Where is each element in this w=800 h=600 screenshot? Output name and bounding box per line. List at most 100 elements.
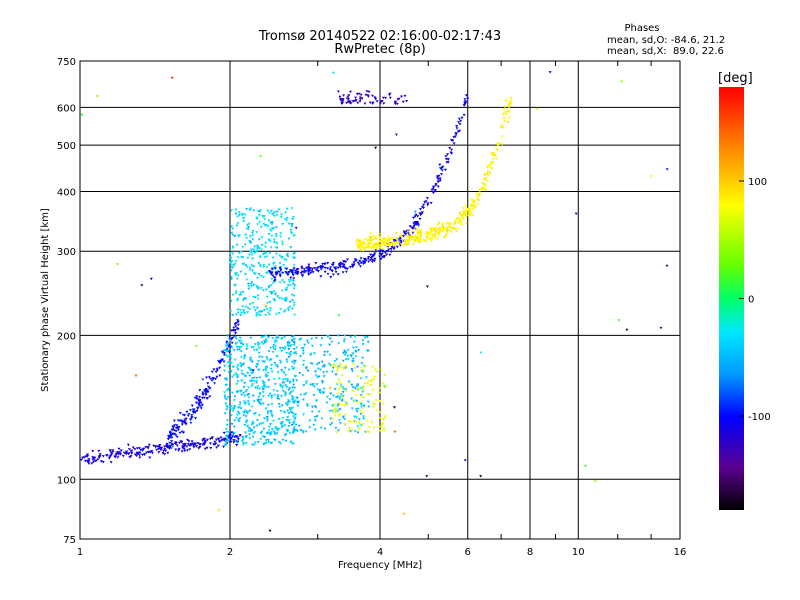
data-point <box>338 366 342 370</box>
data-point <box>404 241 408 245</box>
data-point <box>243 243 247 246</box>
data-point <box>378 102 382 105</box>
data-point <box>280 240 284 244</box>
data-point <box>413 228 417 232</box>
data-point <box>196 442 200 445</box>
data-point <box>327 362 331 366</box>
data-point <box>379 417 383 420</box>
data-point <box>250 443 254 447</box>
data-point <box>253 441 257 444</box>
data-point <box>263 218 267 221</box>
data-point <box>269 209 273 213</box>
data-point <box>248 379 252 383</box>
data-point <box>464 204 468 208</box>
data-point <box>341 351 345 355</box>
data-point <box>170 436 174 439</box>
data-point <box>345 402 348 405</box>
data-point <box>242 442 246 445</box>
data-point <box>230 329 234 332</box>
data-point <box>270 292 274 296</box>
data-point <box>266 412 270 415</box>
data-point <box>217 509 221 512</box>
data-point <box>363 257 367 261</box>
data-point <box>352 363 355 366</box>
data-point <box>266 271 270 274</box>
data-point <box>365 245 369 249</box>
data-point <box>140 284 144 287</box>
data-point <box>232 329 236 332</box>
data-point <box>432 233 436 236</box>
data-point <box>412 216 415 220</box>
data-point <box>365 90 369 93</box>
data-point <box>270 277 274 281</box>
data-point <box>258 355 261 359</box>
data-point <box>426 202 430 205</box>
data-point <box>444 233 448 237</box>
data-point <box>459 223 463 226</box>
data-point <box>191 408 195 411</box>
data-point <box>231 245 235 248</box>
data-point <box>416 240 420 243</box>
data-point <box>346 429 350 433</box>
data-point <box>293 418 297 421</box>
data-point <box>281 271 285 275</box>
data-point <box>272 241 276 244</box>
data-point <box>387 243 391 246</box>
data-point <box>251 377 254 380</box>
data-point <box>417 230 421 233</box>
data-point <box>328 353 332 357</box>
data-point <box>251 234 255 237</box>
data-point <box>247 402 251 406</box>
data-point <box>252 349 256 352</box>
data-point <box>257 368 260 372</box>
data-point <box>254 272 257 276</box>
data-point <box>344 389 348 393</box>
y-tick-label: 500 <box>57 141 76 152</box>
data-point <box>238 234 242 237</box>
data-point <box>233 358 237 362</box>
data-point <box>341 359 345 363</box>
data-point <box>270 223 274 226</box>
data-point <box>173 442 177 446</box>
data-point <box>172 419 176 423</box>
data-point <box>292 234 296 238</box>
data-point <box>574 212 578 216</box>
data-point <box>452 227 456 230</box>
data-point <box>285 351 289 355</box>
data-point <box>141 448 145 451</box>
data-point <box>367 90 371 94</box>
data-point <box>381 249 385 253</box>
data-point <box>218 440 222 443</box>
data-point <box>418 217 422 221</box>
data-point <box>328 387 332 390</box>
data-point <box>281 255 285 259</box>
data-point <box>316 376 319 379</box>
data-point <box>224 402 228 405</box>
data-point <box>299 272 303 275</box>
data-point <box>227 365 231 368</box>
data-point <box>80 113 84 117</box>
data-point <box>101 455 105 458</box>
data-point <box>456 130 460 133</box>
data-point <box>192 446 196 449</box>
data-point <box>392 247 396 251</box>
data-point <box>413 210 417 214</box>
data-point <box>241 443 245 447</box>
data-point <box>165 442 169 446</box>
data-point <box>499 126 503 129</box>
data-point <box>241 299 245 302</box>
data-point <box>251 231 254 235</box>
data-point <box>287 222 291 226</box>
data-point <box>458 213 462 217</box>
data-point <box>358 98 362 101</box>
data-point <box>343 338 347 341</box>
data-point <box>417 224 420 227</box>
data-point <box>290 360 294 364</box>
data-point <box>268 529 272 533</box>
data-point <box>178 412 182 415</box>
data-point <box>280 369 284 372</box>
data-point <box>495 148 499 152</box>
data-point <box>400 95 403 98</box>
data-point <box>485 179 489 183</box>
data-point <box>298 338 301 342</box>
